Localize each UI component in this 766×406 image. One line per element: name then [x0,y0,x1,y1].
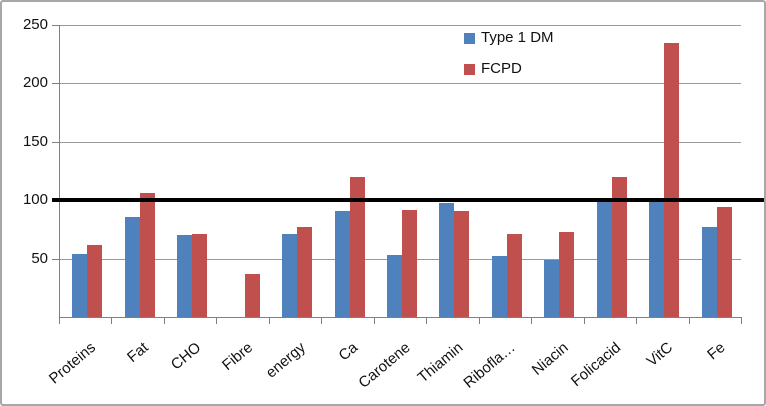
x-axis-label: Fat [124,339,152,366]
y-axis-tick-label: 200 [22,74,48,92]
y-axis-tick-label: 250 [22,16,48,33]
bar [72,253,88,317]
bar [559,231,575,317]
bar [87,244,103,317]
legend-item-fcpd: FCPD [464,60,554,78]
bar [664,42,680,317]
x-axis-tick [268,317,270,324]
gridline [59,25,741,26]
x-axis-label: Niacin [528,339,572,379]
x-axis-label: Thiamin [414,339,467,387]
reference-line-100 [52,198,764,203]
bar [349,176,365,317]
x-axis-tick [688,317,690,324]
x-axis-line [59,317,741,318]
bar [139,193,155,317]
x-axis-label: VitC [643,339,677,371]
bar [124,216,140,317]
bar [491,256,507,317]
x-axis-tick [373,317,375,324]
y-axis-tick [52,25,59,26]
bar [402,209,417,317]
x-axis-label: energy [262,339,310,382]
bar [596,197,612,317]
legend-label-fcpd: FCPD [481,60,522,77]
y-axis-line [59,25,60,324]
x-axis-tick [111,317,113,324]
bar [611,176,627,317]
y-axis-tick [52,258,59,260]
x-axis-tick [163,317,165,324]
legend-item-type-1-dm: Type 1 DM [464,29,554,47]
legend: Type 1 DM FCPD [464,29,554,78]
x-axis-tick [741,317,742,324]
gridline [59,141,741,143]
bar [716,207,732,317]
x-axis-tick [531,317,533,324]
gridline [59,83,741,85]
bar [244,273,260,317]
x-axis-label: Fibre [219,339,257,374]
x-axis-tick [321,317,323,324]
x-axis-label: Folicacid [567,339,624,391]
x-axis-tick [636,317,638,324]
bar [297,227,313,317]
x-axis-label: CHO [167,339,205,374]
x-axis-label: Fe [704,339,729,364]
x-axis-label: Proteins [46,339,100,388]
y-axis-tick-label: 150 [22,132,48,150]
x-axis-tick [426,317,428,324]
x-axis-tick [216,317,218,324]
bar [387,255,402,317]
bar [701,227,717,317]
bar [544,259,560,317]
x-axis-label: Carotene [355,339,414,392]
bar [506,234,522,317]
legend-swatch-type-1-dm-icon [464,32,475,44]
legend-swatch-fcpd-icon [464,63,475,75]
x-axis-tick [583,317,585,324]
x-axis-label: Ribofla… [460,339,519,392]
bar [439,202,455,317]
bar [454,210,470,317]
bar [334,210,350,317]
x-axis-tick [478,317,480,324]
bar [177,235,193,317]
y-axis-tick [52,83,59,85]
bar [649,199,665,317]
y-axis-tick [52,141,59,143]
bar [282,234,298,317]
y-axis-tick-label: 50 [31,249,48,267]
bar [192,234,208,317]
y-axis-tick-label: 100 [22,191,48,209]
legend-label-type-1-dm: Type 1 DM [481,29,554,46]
x-axis-label: Ca [335,339,362,365]
